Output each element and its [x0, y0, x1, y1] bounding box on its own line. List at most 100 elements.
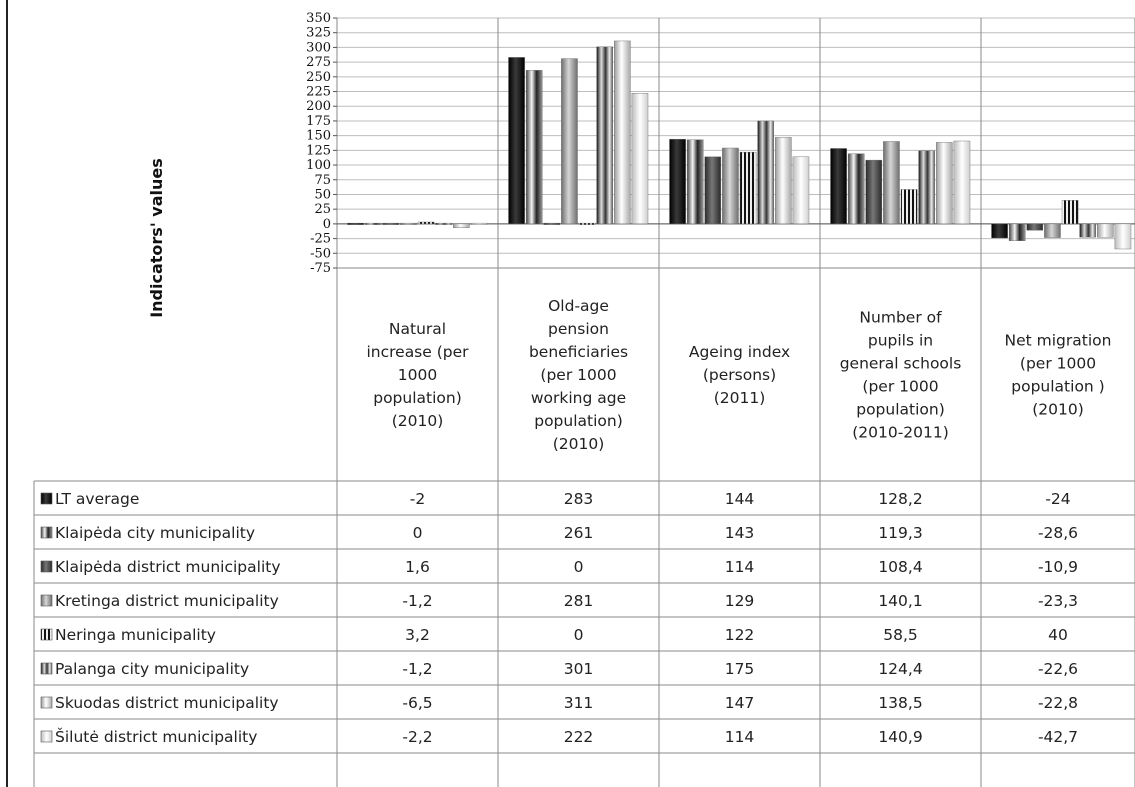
bar: [775, 137, 792, 225]
table-cell: -1,2: [402, 660, 432, 678]
y-tick-label: 0: [323, 217, 331, 232]
y-axis-ticks: 3503253002752502252001751501251007550250…: [306, 11, 337, 276]
bar: [364, 222, 382, 225]
table-cell: -42,7: [1038, 728, 1078, 746]
table-cell: 144: [725, 490, 755, 508]
legend-key: [40, 628, 53, 641]
bar: [561, 58, 578, 225]
table-cell: 147: [725, 694, 755, 712]
table-cell: 3,2: [405, 626, 430, 644]
table-cell: -1,2: [402, 592, 432, 610]
y-tick-label: -25: [310, 232, 331, 247]
bar: [865, 159, 883, 225]
bar: [525, 70, 543, 225]
table-cell: -22,8: [1038, 694, 1078, 712]
y-tick-label: 75: [314, 173, 331, 188]
table-cell: 114: [725, 558, 755, 576]
category-label: Net migration (per 1000 population ) (2010): [1005, 332, 1112, 419]
table-cell: 140,9: [878, 728, 922, 746]
category-label: Natural increase (per 1000 population) (2010…: [366, 320, 469, 430]
bar: [991, 223, 1008, 239]
bar: [417, 221, 435, 225]
legend-key: [40, 662, 53, 675]
bar: [382, 222, 400, 225]
y-tick-label: 100: [306, 158, 331, 173]
table-cell: 0: [574, 558, 584, 576]
bar: [739, 151, 757, 225]
table-cell: 261: [564, 524, 594, 542]
y-tick-label: 175: [306, 114, 331, 129]
bar: [900, 189, 918, 225]
bar: [596, 46, 613, 225]
bar: [936, 142, 953, 225]
category-labels: Natural increase (per 1000 population) (2010…: [366, 297, 1111, 453]
bar: [435, 222, 452, 225]
bar: [614, 40, 631, 225]
y-tick-label: -75: [310, 261, 331, 276]
table-row-label: LT average: [55, 490, 139, 508]
table-cell: -22,6: [1038, 660, 1078, 678]
table-row-label: Palanga city municipality: [55, 660, 249, 678]
y-tick-label: 300: [306, 40, 331, 55]
legend-key: [40, 594, 53, 607]
bar: [792, 156, 810, 225]
legend-key: [40, 560, 53, 573]
table-cell: 128,2: [878, 490, 922, 508]
bars: [347, 40, 1132, 250]
legend-key: [40, 696, 53, 709]
table-cell: -6,5: [402, 694, 432, 712]
bar: [470, 222, 488, 225]
table-row-label: Šilutė district municipality: [55, 727, 257, 746]
table-row-label: Skuodas district municipality: [55, 694, 279, 712]
table-cell: 1,6: [405, 558, 430, 576]
table-cell: 301: [564, 660, 594, 678]
bar: [722, 147, 739, 225]
bar: [578, 222, 596, 225]
y-tick-label: 350: [306, 11, 331, 26]
table-cell: 138,5: [878, 694, 922, 712]
y-tick-label: 250: [306, 70, 331, 85]
y-tick-label: 225: [306, 85, 331, 100]
y-tick-label: 125: [306, 143, 331, 158]
table-cell: -2,2: [402, 728, 432, 746]
y-axis-title: Indicators' values: [147, 158, 166, 318]
table-cell: -28,6: [1038, 524, 1078, 542]
bar: [508, 57, 525, 225]
y-tick-label: -50: [310, 246, 331, 261]
bar: [1008, 223, 1026, 241]
table-cell: 140,1: [878, 592, 922, 610]
table-cell: -23,3: [1038, 592, 1078, 610]
bar: [704, 156, 722, 225]
bar: [953, 140, 971, 225]
category-label: Ageing index (persons) (2011): [689, 343, 790, 407]
bar: [883, 141, 900, 225]
legend-key: [40, 526, 53, 539]
table-cell: 222: [564, 728, 594, 746]
bar: [1061, 200, 1079, 225]
legend-key: [40, 492, 53, 505]
bar: [543, 222, 561, 225]
bar: [1114, 223, 1132, 250]
table-cell: 119,3: [878, 524, 922, 542]
table-cell: 114: [725, 728, 755, 746]
table-cell: 283: [564, 490, 594, 508]
bar: [757, 120, 774, 225]
table-cell: -2: [410, 490, 425, 508]
bar: [847, 153, 865, 225]
table-row-label: Klaipėda district municipality: [55, 558, 281, 576]
bar: [1026, 223, 1044, 231]
table-cell: 40: [1048, 626, 1068, 644]
bar: [918, 150, 935, 225]
data-table: LT average -2 283 144 128,2 -24 Klaipėda city …: [33, 480, 1135, 787]
y-tick-label: 50: [314, 187, 331, 202]
bar: [347, 222, 364, 225]
table-cell: 143: [725, 524, 755, 542]
table-row-label: Kretinga district municipality: [55, 592, 279, 610]
table-cell: 311: [564, 694, 594, 712]
y-tick-label: 275: [306, 55, 331, 70]
bar: [400, 222, 417, 225]
bar: [686, 139, 704, 225]
bar: [453, 223, 470, 228]
